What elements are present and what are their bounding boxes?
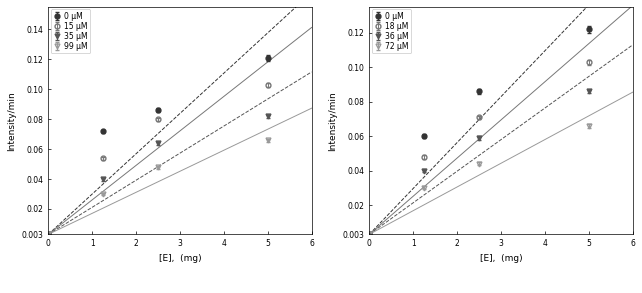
X-axis label: [E],  (mg): [E], (mg) <box>159 254 201 263</box>
Y-axis label: Intensity/min: Intensity/min <box>328 91 337 151</box>
X-axis label: [E],  (mg): [E], (mg) <box>480 254 522 263</box>
Legend: 0 μM, 15 μM, 35 μM, 99 μM: 0 μM, 15 μM, 35 μM, 99 μM <box>51 9 90 53</box>
Y-axis label: Intensity/min: Intensity/min <box>7 91 16 151</box>
Legend: 0 μM, 18 μM, 36 μM, 72 μM: 0 μM, 18 μM, 36 μM, 72 μM <box>372 9 411 53</box>
